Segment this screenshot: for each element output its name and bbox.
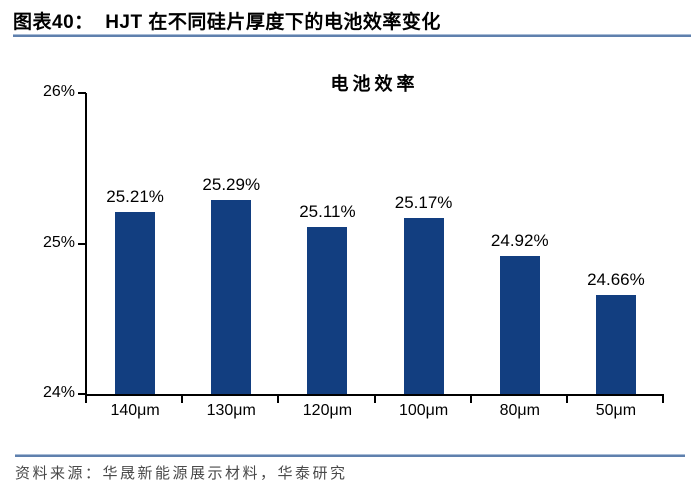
x-axis-tick — [277, 395, 279, 403]
x-axis-tick — [662, 395, 664, 403]
x-axis-tick — [374, 395, 376, 403]
x-axis-tick — [181, 395, 183, 403]
x-axis-category-label: 80μm — [499, 402, 540, 419]
bar — [403, 217, 444, 394]
y-axis-tick-label: 24% — [42, 384, 75, 401]
x-axis-category-label: 130μm — [206, 402, 256, 419]
source-note: 资料来源：华晟新能源展示材料，华泰研究 — [15, 466, 348, 482]
y-axis-tick — [78, 92, 86, 94]
bar-value-label: 25.11% — [299, 201, 356, 221]
x-axis-category-label: 120μm — [302, 402, 353, 419]
bar — [595, 294, 636, 394]
bar-value-label: 25.29% — [202, 174, 261, 194]
x-axis-tick — [85, 395, 87, 403]
x-axis-tick — [566, 395, 568, 403]
plot-area: 26% 25% 24% 25.21% 140μm 25.29% 130μm 25.11% 120… — [43, 83, 664, 419]
y-axis-tick — [78, 393, 86, 395]
x-axis-category-label: 100μm — [398, 402, 449, 419]
y-axis-tick-label: 25% — [42, 233, 75, 251]
figure-title: 图表40： HJT 在不同硅片厚度下的电池效率变化 — [13, 12, 441, 33]
x-axis-category-label: 140μm — [110, 402, 160, 419]
x-axis-category-label: 50μm — [595, 402, 637, 419]
bar-value-label: 25.17% — [394, 192, 453, 212]
bar-value-label: 24.66% — [587, 269, 645, 289]
header-rule — [13, 34, 691, 37]
bar — [499, 255, 540, 394]
y-axis-tick-label: 26% — [42, 83, 75, 100]
footer-rule — [15, 454, 685, 457]
bar — [307, 226, 348, 394]
x-axis-tick — [470, 395, 472, 403]
chart-title: 电池效率 — [330, 74, 419, 94]
bar-value-label: 25.21% — [106, 186, 164, 206]
bar — [115, 211, 156, 394]
bar — [211, 199, 252, 394]
bar-value-label: 24.92% — [490, 230, 549, 250]
y-axis-tick — [78, 242, 86, 245]
